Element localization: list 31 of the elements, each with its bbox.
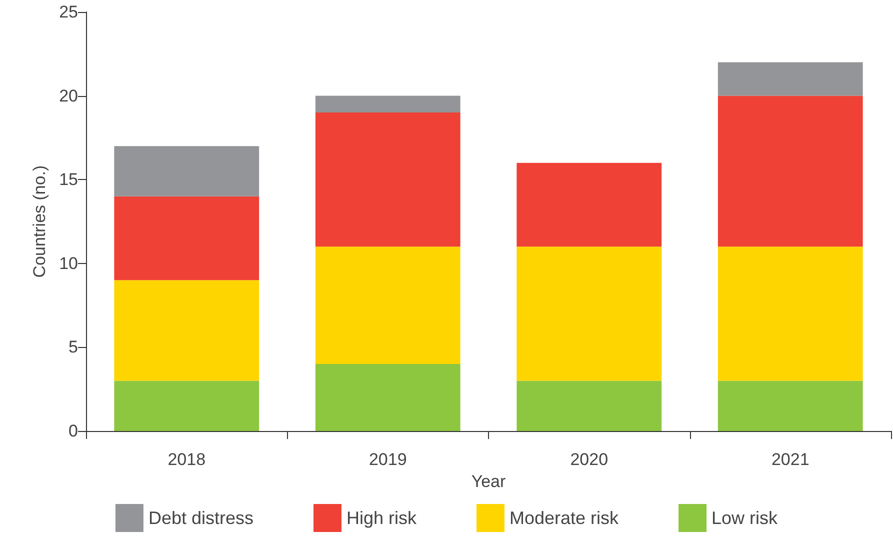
bar bbox=[114, 146, 260, 196]
bar bbox=[114, 196, 260, 280]
y-tick-label: 20 bbox=[59, 86, 78, 106]
y-tick-label: 10 bbox=[59, 254, 78, 273]
y-axis-title: Countries (no.) bbox=[30, 165, 49, 278]
legend-label: Low risk bbox=[712, 508, 779, 528]
y-tick-label: 5 bbox=[68, 338, 78, 357]
x-axis-title: Year bbox=[471, 472, 506, 491]
x-tick-label: 2020 bbox=[570, 450, 608, 469]
y-tick-label: 25 bbox=[59, 2, 78, 22]
legend-label: High risk bbox=[346, 508, 418, 528]
x-tick-label: 2019 bbox=[368, 450, 407, 469]
legend-label: Debt distress bbox=[148, 508, 254, 528]
x-tick-label: 2018 bbox=[168, 450, 206, 469]
bar bbox=[516, 380, 662, 431]
bar bbox=[516, 162, 662, 247]
bar bbox=[114, 380, 260, 431]
bar bbox=[315, 96, 460, 113]
y-tick-label: 0 bbox=[68, 422, 78, 440]
y-tick-label: 15 bbox=[59, 170, 78, 190]
bar bbox=[718, 62, 863, 96]
bar bbox=[315, 364, 460, 431]
bar bbox=[718, 380, 863, 431]
bar bbox=[315, 112, 460, 247]
x-tick-label: 2021 bbox=[771, 450, 810, 469]
bar bbox=[315, 246, 460, 364]
legend-label: Moderate risk bbox=[510, 508, 620, 528]
bar bbox=[516, 246, 662, 381]
bar bbox=[718, 246, 863, 381]
bar bbox=[114, 280, 260, 381]
bar bbox=[718, 96, 863, 247]
